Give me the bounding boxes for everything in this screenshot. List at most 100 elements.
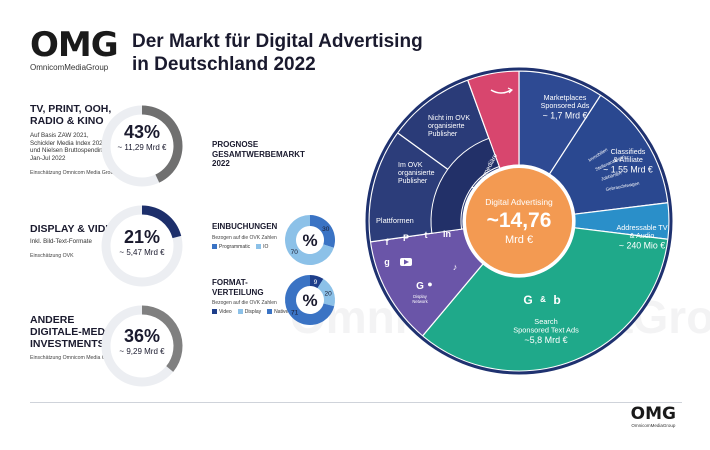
intermediaries-ring [430,137,500,234]
page-title: Der Markt für Digital Advertising in Deu… [132,30,452,76]
segment-tv-print: TV, PRINT, OOH, RADIO & KINO Auf Basis Z… [30,103,128,176]
mini-slice-label: 71 [291,309,299,316]
segment-source: Einschätzung Omnicom Media Group [30,170,117,176]
mini-slice-label: 30 [322,226,330,233]
slice-label: Search [534,317,557,326]
logo-subtitle: OmnicomMediaGroup [30,63,109,72]
google-display-icon: G [416,281,424,292]
gauge-percent-1: 43% [123,122,161,142]
classified-item: Gebrauchtwagen [605,180,640,192]
share-gauges [101,105,183,387]
gauge-amount-2: ~ 5,47 Mrd € [119,248,165,257]
slice-classifieds [548,94,669,215]
segment-display-video: DISPLAY & VIDEO Inkl. Bild-Text-Formate … [30,223,128,259]
reddit-icon: ● [427,279,432,289]
facebook-icon: f [386,237,390,247]
slice-label: Addressable TV [616,223,667,232]
google-display-label: Network [412,299,428,304]
mini-slice [317,278,335,307]
legend-item: Display [237,309,261,315]
format-legend: Video Display Native [212,309,292,315]
gauge-amount-3: ~ 9,29 Mrd € [119,347,165,356]
segment-title: ANDERE DIGITALE-MEDIA- INVESTMENTS [30,314,120,350]
segment-andere: ANDERE DIGITALE-MEDIA- INVESTMENTS Einsc… [30,314,128,361]
slice-label: Im OVK [398,162,423,169]
legend-item: Video [212,309,232,315]
mini-center [296,226,324,254]
legend-item: Native [267,309,288,315]
slice-label: Publisher [428,131,458,138]
legend-item: IO [256,244,268,250]
footer-logo: OMG OmnicomMediaGroup [630,404,676,429]
prognose-label: PROGNOSE GESAMTWERBEMARKT 2022 [212,140,305,168]
classified-item: Jobbörsen [600,170,622,181]
slice-label: Sponsored Text Ads [513,325,579,334]
format-note: Bezogen auf die OVK Zahlen [212,300,277,306]
mini-slice [285,215,334,265]
slice-amazon [466,70,520,170]
title-line-2: in Deutschland 2022 [132,54,316,75]
segment-source: Einschätzung Omnicom Media Group [30,355,117,361]
slice-label: & Affiliate [613,155,643,164]
slice-label: Classifieds [611,147,646,156]
gauge-percent-2: 21% [123,227,161,247]
slice-label: & Audio [630,231,655,240]
mini-slice-label: 20 [325,290,333,297]
mini-slice [285,275,335,325]
segment-title: DISPLAY & VIDEO [30,223,121,235]
slice-search [421,227,669,372]
snapchat-icon: g [384,257,390,267]
footer-logo-wordmark: OMG [630,404,676,424]
center-title: Digital Advertising [485,197,553,207]
ampersand-icon: & [540,295,546,304]
amazon-icon [490,89,512,94]
slice-label: Publisher [398,178,428,185]
youtube-icon: ♪ [453,262,458,272]
mini-slice [310,215,335,248]
segment-note: Auf Basis ZAW 2021, Schickler Media Inde… [30,132,110,162]
mini-slice-label: 9 [314,279,318,286]
gauge-percent-3: 36% [123,326,161,346]
logo-wordmark: OMG [30,25,119,65]
format-title: FORMAT- VERTEILUNG [212,278,264,297]
gauge-amount-1: ~ 11,29 Mrd € [117,143,167,152]
mini-slice [310,275,324,289]
center-unit: Mrd € [505,234,533,246]
amazon-arrow-icon [507,87,514,94]
slice-label: organisierte [428,123,465,130]
center-value: ~14,76 [487,209,552,232]
format-block: FORMAT- VERTEILUNG Bezogen auf die OVK Z… [212,278,292,315]
digital-advertising-donut: Intermediäre ImmobilienStellenanzeigenJob… [365,67,673,375]
segment-title: TV, PRINT, OOH, RADIO & KINO [30,103,112,127]
footer-logo-subtitle: OmnicomMediaGroup [631,423,676,428]
google-display-label: Display [413,294,428,299]
twitter-icon: t [425,230,428,240]
slice-label: Plattformen [376,216,414,225]
mini-center-label: % [302,291,317,310]
legend-item: Programmatic [212,244,250,250]
mini-center-label: % [302,231,317,250]
segment-note: Inkl. Bild-Text-Formate [30,238,92,245]
slice-amount: ~5,8 Mrd € [524,335,567,345]
gauge-arc [142,205,182,239]
omg-logo: OMG OmnicomMediaGroup [30,25,119,72]
mini-slice-label: 70 [291,249,299,256]
einbuchungen-title: EINBUCHUNGEN [212,222,278,231]
center-circle [464,166,574,276]
footer-divider [30,402,682,403]
gauge-arc [142,305,183,372]
title-line-1: Der Markt für Digital Advertising [132,31,423,52]
einbuchungen-note: Bezogen auf die OVK Zahlen [212,234,277,241]
slice-label: Marketplaces [544,93,587,102]
linkedin-icon: in [443,229,451,239]
slice-amount: ~ 1,55 Mrd € [603,164,653,174]
youtube-play-icon [404,259,409,265]
einbuchungen-block: EINBUCHUNGEN Bezogen auf die OVK Zahlen … [212,222,292,250]
slice-label: Nicht im OVK [428,115,470,122]
pinterest-icon: P [403,233,409,243]
segment-source: Einschätzung OVK [30,252,74,259]
donut-rim [365,67,673,375]
slice-label: organisierte [398,170,435,177]
slice-label: Sponsored Ads [541,101,590,110]
einbuchungen-legend: Programmatic IO [212,244,292,250]
